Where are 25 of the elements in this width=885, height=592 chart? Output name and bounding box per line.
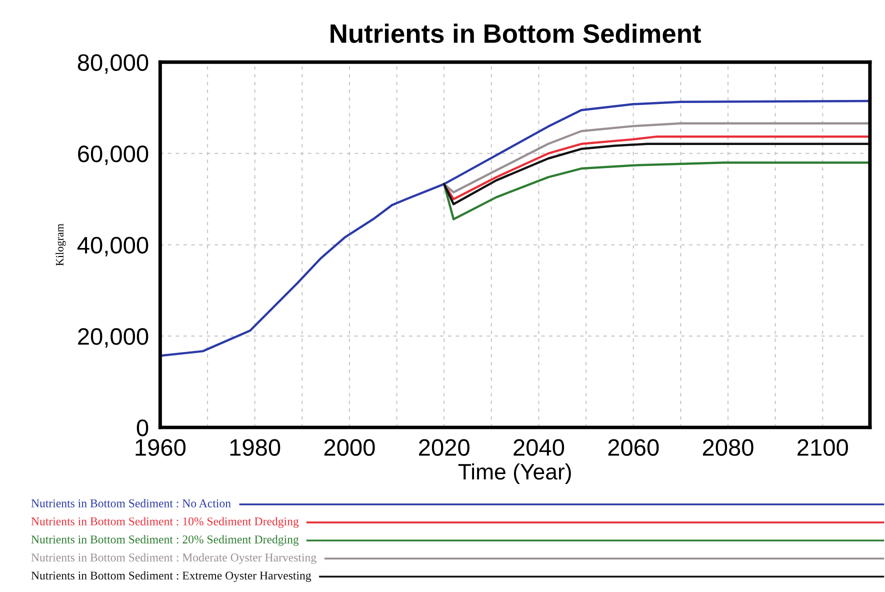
x-tick-label: 2100 (798, 439, 848, 456)
x-tick-label: 2000 (324, 439, 375, 456)
y-axis-title: Kilogram (56, 224, 66, 266)
y-tick-label: 60,000 (78, 146, 148, 166)
x-tick-label: 2020 (419, 439, 470, 456)
line-series (442, 122, 870, 194)
x-tick-label: 2060 (608, 439, 659, 456)
x-tick-label: 2040 (514, 439, 564, 456)
x-axis-title: Time (Year) (458, 463, 571, 484)
chart-title: Nutrients in Bottom Sediment (330, 24, 701, 43)
x-tick-label: 1980 (230, 439, 280, 456)
y-tick-label: 40,000 (77, 236, 148, 256)
x-tick-label: 1960 (136, 439, 186, 456)
line-series (442, 142, 870, 206)
text: Nutrients in Bottom Sediment : Extreme Oyster Harvesting (31, 571, 312, 582)
text: Nutrients in Bottom Sediment : 10% Sediment Dredging (31, 517, 299, 528)
text: Nutrients in Bottom Sediment : No Action (31, 499, 231, 508)
y-tick-label: 80,000 (78, 54, 148, 74)
text: Nutrients in Bottom Sediment : Moderate Oyster Harvesting (31, 553, 316, 564)
y-tick-label: 0 (136, 419, 148, 436)
line-series (442, 162, 870, 220)
y-tick-label: 20,000 (78, 328, 148, 348)
x-tick-label: 2080 (702, 439, 754, 456)
text: Nutrients in Bottom Sediment : 20% Sediment Dredging (31, 535, 299, 546)
line-series (160, 100, 870, 357)
